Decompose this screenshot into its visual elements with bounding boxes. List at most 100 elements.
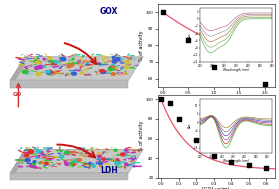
Point — [262, 82, 267, 85]
Circle shape — [97, 155, 100, 157]
Circle shape — [43, 66, 45, 67]
Circle shape — [36, 72, 41, 76]
Circle shape — [65, 163, 68, 165]
Circle shape — [114, 149, 117, 151]
Circle shape — [59, 61, 60, 62]
Circle shape — [33, 166, 36, 168]
Polygon shape — [10, 149, 25, 180]
Point — [211, 65, 216, 68]
Polygon shape — [10, 173, 128, 180]
Circle shape — [124, 72, 126, 73]
Circle shape — [72, 163, 75, 165]
Point — [160, 11, 165, 14]
Circle shape — [82, 61, 83, 62]
Circle shape — [116, 160, 120, 162]
Point — [168, 102, 172, 105]
Point — [159, 98, 163, 101]
Circle shape — [67, 65, 71, 68]
X-axis label: [GO] μg/mL: [GO] μg/mL — [202, 97, 230, 101]
Circle shape — [35, 156, 39, 158]
Circle shape — [22, 70, 28, 74]
Circle shape — [52, 72, 53, 73]
Circle shape — [109, 67, 112, 70]
Text: GOX: GOX — [100, 7, 119, 16]
Circle shape — [92, 165, 95, 167]
Circle shape — [115, 58, 120, 61]
Circle shape — [46, 71, 51, 74]
Polygon shape — [10, 149, 143, 173]
Circle shape — [48, 57, 52, 59]
Circle shape — [115, 162, 120, 165]
Circle shape — [77, 159, 81, 161]
Circle shape — [38, 156, 40, 157]
Circle shape — [36, 150, 41, 153]
Circle shape — [36, 61, 40, 64]
Circle shape — [79, 159, 82, 161]
Circle shape — [100, 70, 105, 74]
Circle shape — [47, 151, 49, 152]
Circle shape — [30, 165, 34, 167]
Circle shape — [98, 162, 102, 165]
Circle shape — [49, 71, 52, 73]
Circle shape — [74, 159, 80, 163]
Text: GO: GO — [13, 92, 22, 97]
Circle shape — [25, 154, 29, 157]
Circle shape — [116, 159, 118, 160]
Circle shape — [64, 162, 67, 164]
X-axis label: [GO] μg/mL: [GO] μg/mL — [202, 187, 230, 189]
Circle shape — [89, 162, 91, 164]
Polygon shape — [10, 80, 128, 88]
Point — [176, 117, 181, 120]
Circle shape — [39, 152, 43, 154]
Circle shape — [25, 159, 30, 162]
Polygon shape — [10, 57, 25, 88]
Polygon shape — [10, 57, 143, 80]
Circle shape — [70, 64, 74, 66]
Circle shape — [98, 155, 101, 157]
Circle shape — [81, 72, 83, 74]
Circle shape — [33, 161, 36, 163]
Circle shape — [112, 60, 117, 63]
Circle shape — [109, 66, 114, 69]
Circle shape — [125, 149, 128, 151]
Point — [194, 139, 198, 142]
Circle shape — [111, 73, 115, 75]
Point — [211, 155, 216, 158]
Circle shape — [43, 58, 45, 60]
Point — [186, 39, 191, 42]
Text: LDH: LDH — [100, 166, 118, 175]
Y-axis label: % of activity: % of activity — [139, 121, 144, 151]
Circle shape — [64, 151, 69, 154]
Circle shape — [54, 61, 58, 63]
Circle shape — [59, 155, 64, 158]
Circle shape — [72, 58, 74, 60]
Circle shape — [47, 70, 50, 73]
Point — [264, 166, 268, 169]
Circle shape — [109, 67, 111, 69]
Circle shape — [53, 62, 56, 65]
Circle shape — [102, 158, 105, 160]
Circle shape — [38, 60, 39, 62]
Circle shape — [111, 65, 115, 67]
Circle shape — [38, 65, 43, 68]
Circle shape — [45, 162, 49, 165]
Circle shape — [125, 66, 129, 69]
Circle shape — [100, 70, 104, 72]
Circle shape — [125, 61, 130, 64]
Circle shape — [35, 57, 37, 58]
Circle shape — [28, 150, 34, 153]
Circle shape — [100, 165, 102, 167]
Circle shape — [72, 72, 76, 75]
Circle shape — [112, 57, 115, 58]
Circle shape — [90, 163, 92, 164]
Point — [229, 160, 233, 163]
Circle shape — [125, 163, 128, 165]
Circle shape — [121, 153, 125, 156]
Circle shape — [40, 162, 43, 164]
Circle shape — [32, 163, 35, 165]
Circle shape — [35, 60, 38, 62]
Circle shape — [97, 153, 102, 156]
Circle shape — [50, 60, 54, 63]
Circle shape — [70, 162, 73, 165]
Point — [246, 163, 251, 167]
